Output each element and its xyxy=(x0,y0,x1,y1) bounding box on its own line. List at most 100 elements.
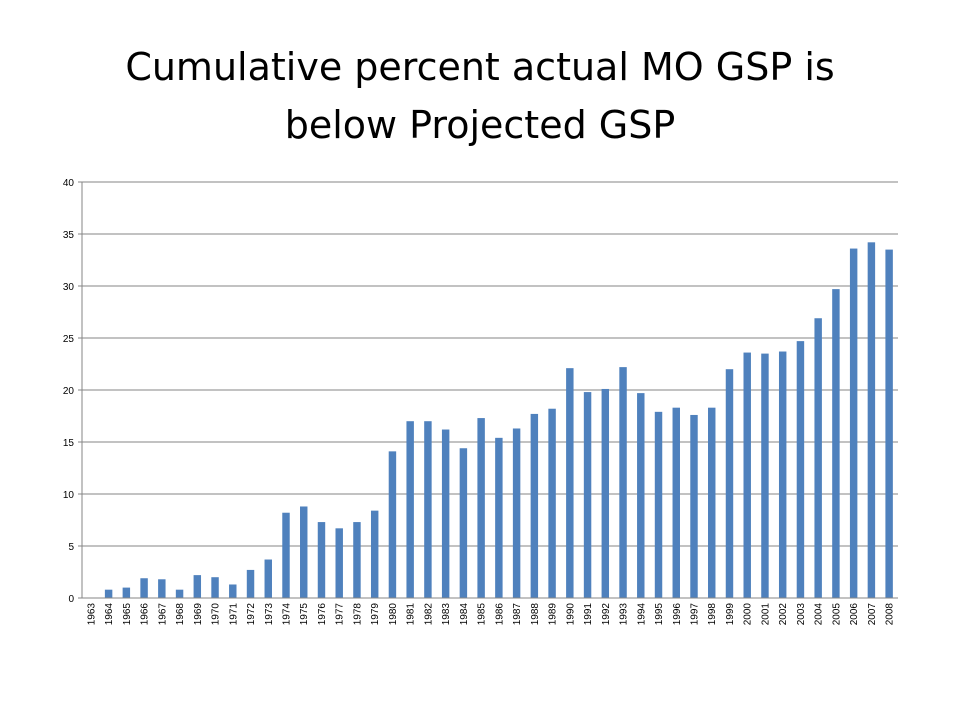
x-tick-label: 2005 xyxy=(831,603,842,626)
x-tick-label: 2007 xyxy=(867,603,878,626)
bar-1972 xyxy=(246,569,255,598)
bar-1974 xyxy=(282,512,290,598)
bar-1977 xyxy=(335,528,343,598)
x-tick-label: 1980 xyxy=(388,603,399,626)
x-tick-label: 1998 xyxy=(707,603,718,626)
x-tick-label: 2003 xyxy=(796,603,807,626)
x-tick-label: 2000 xyxy=(743,603,754,626)
x-tick-label: 1967 xyxy=(157,603,168,626)
x-tick-label: 1971 xyxy=(228,603,239,626)
x-tick-label: 2002 xyxy=(778,603,789,626)
x-tick-label: 2006 xyxy=(849,603,860,626)
x-tick-label: 1988 xyxy=(530,603,541,626)
y-tick-label: 40 xyxy=(63,178,75,189)
bar-1994 xyxy=(637,393,645,598)
bar-1999 xyxy=(725,369,734,598)
bar-1980 xyxy=(388,451,397,598)
x-tick-label: 1966 xyxy=(140,603,151,626)
y-tick-label: 25 xyxy=(63,334,75,345)
bar-1989 xyxy=(548,408,556,598)
x-tick-label: 1975 xyxy=(299,603,310,626)
bar-1978 xyxy=(353,522,361,598)
bar-1987 xyxy=(512,428,521,598)
y-tick-label: 35 xyxy=(63,230,75,241)
bar-1979 xyxy=(370,510,379,598)
y-tick-label: 15 xyxy=(63,438,75,449)
bar-1967 xyxy=(158,579,166,598)
x-tick-label: 1973 xyxy=(264,603,275,626)
bar-1976 xyxy=(317,522,326,598)
bar-2005 xyxy=(832,289,840,598)
x-tick-label: 1992 xyxy=(601,603,612,626)
x-tick-label: 1972 xyxy=(246,603,257,626)
chart-title-line-2: below Projected GSP xyxy=(284,103,676,147)
bar-1990 xyxy=(566,368,574,598)
x-tick-label: 2008 xyxy=(885,603,896,626)
y-axis-tick-labels: 0 5 10 15 20 25 30 35 40 xyxy=(63,178,82,605)
bar-1983 xyxy=(441,429,450,598)
x-tick-label: 1999 xyxy=(725,603,736,626)
gridlines xyxy=(82,181,898,547)
bar-1991 xyxy=(583,392,592,598)
bar-1993 xyxy=(619,367,627,598)
bar-1969 xyxy=(193,575,202,598)
bar-1973 xyxy=(264,559,272,598)
y-tick-label: 0 xyxy=(68,594,74,605)
x-tick-label: 1990 xyxy=(565,603,576,626)
bar-1964 xyxy=(104,589,113,598)
x-tick-label: 1970 xyxy=(211,603,222,626)
x-tick-label: 1984 xyxy=(459,603,470,626)
x-tick-label: 1977 xyxy=(335,603,346,626)
x-tick-label: 1985 xyxy=(477,603,488,626)
x-tick-label: 1982 xyxy=(423,603,434,626)
x-tick-label: 1995 xyxy=(654,603,665,626)
x-tick-label: 1987 xyxy=(512,603,523,626)
bar-1965 xyxy=(122,587,131,598)
bar-2008 xyxy=(885,249,893,598)
x-tick-label: 1989 xyxy=(548,603,559,626)
x-axis-tick-labels: 1963 1964 1965 1966 1967 1968 1969 1970 1971 1972… xyxy=(86,603,895,626)
x-tick-label: 1994 xyxy=(636,603,647,626)
bar-1975 xyxy=(300,506,308,598)
bar-1986 xyxy=(495,437,503,598)
x-tick-label: 1979 xyxy=(370,603,381,626)
bar-1968 xyxy=(175,589,184,598)
x-tick-label: 1976 xyxy=(317,603,328,626)
y-tick-label: 20 xyxy=(63,386,75,397)
chart-title: Cumulative percent actual MO GSP is belo… xyxy=(60,38,900,154)
bar-1995 xyxy=(654,411,663,598)
y-tick-label: 30 xyxy=(63,282,75,293)
bar-2001 xyxy=(761,353,769,598)
y-tick-label: 10 xyxy=(63,490,75,501)
x-tick-label: 1964 xyxy=(104,603,115,626)
chart-title-line-1: Cumulative percent actual MO GSP is xyxy=(125,45,835,89)
bar-1984 xyxy=(459,448,468,598)
bar-1981 xyxy=(406,421,414,598)
bar-1988 xyxy=(530,413,539,598)
axes xyxy=(81,182,898,599)
bar-2004 xyxy=(814,318,822,598)
bar-1966 xyxy=(140,578,148,598)
x-tick-label: 1983 xyxy=(441,603,452,626)
x-tick-label: 1965 xyxy=(122,603,133,626)
bar-2006 xyxy=(849,248,858,598)
bar-1971 xyxy=(229,584,237,598)
x-tick-label: 1993 xyxy=(619,603,630,626)
bar-1982 xyxy=(424,421,432,598)
x-tick-label: 1997 xyxy=(690,603,701,626)
x-tick-label: 2001 xyxy=(760,603,771,626)
bars xyxy=(104,242,893,598)
bar-2002 xyxy=(778,351,787,598)
bar-1996 xyxy=(672,407,680,598)
bar-1992 xyxy=(601,388,610,598)
x-tick-label: 1978 xyxy=(352,603,363,626)
x-tick-label: 1969 xyxy=(193,603,204,626)
x-tick-label: 1963 xyxy=(86,603,97,626)
y-tick-label: 5 xyxy=(68,542,74,553)
bar-1997 xyxy=(690,414,698,598)
bar-1970 xyxy=(211,577,219,598)
bar-2003 xyxy=(796,341,805,598)
bar-1998 xyxy=(708,407,716,598)
